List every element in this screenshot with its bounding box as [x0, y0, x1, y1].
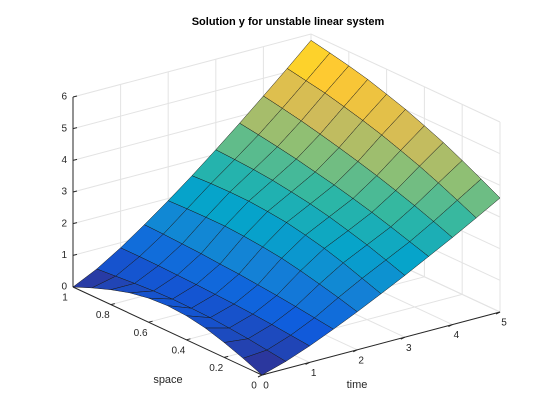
y-tick [110, 303, 115, 306]
z-tick-label: 5 [61, 123, 67, 134]
z-tick [72, 127, 78, 130]
x-tick [495, 311, 501, 315]
grid-line [72, 33, 501, 123]
z-tick-label: 3 [61, 187, 67, 198]
x-tick [305, 361, 310, 365]
y-tick [224, 355, 229, 358]
x-axis-label: time [347, 379, 368, 391]
y-axis-line [72, 286, 263, 376]
x-tick [448, 324, 453, 328]
y-tick-label: 0.2 [209, 363, 223, 374]
x-tick-label: 4 [454, 330, 460, 341]
chart-title: Solution y for unstable linear system [192, 16, 385, 28]
x-tick-label: 5 [501, 318, 507, 329]
x-tick [257, 374, 263, 378]
y-tick-label: 0.6 [134, 328, 148, 339]
z-tick-label: 1 [61, 250, 67, 261]
z-tick [72, 190, 78, 193]
x-tick-label: 1 [311, 368, 317, 379]
z-tick-label: 0 [61, 282, 67, 293]
x-tick-label: 0 [263, 381, 269, 392]
y-axis-label: space [153, 374, 182, 386]
y-tick [186, 338, 191, 341]
y-tick-label: 0.4 [171, 345, 185, 356]
y-tick [148, 320, 153, 323]
y-tick-label: 1 [62, 293, 68, 304]
z-tick-label: 6 [61, 92, 67, 103]
x-tick [400, 336, 406, 340]
z-tick-label: 4 [61, 155, 67, 166]
z-tick [72, 222, 78, 225]
y-tick-label: 0.8 [96, 310, 110, 321]
x-tick-label: 2 [358, 355, 364, 366]
z-tick [72, 158, 78, 161]
surface-patch [242, 349, 287, 376]
z-tick-label: 2 [61, 218, 67, 229]
x-tick [352, 349, 358, 353]
y-tick-label: 0 [251, 381, 257, 392]
x-tick-label: 3 [406, 343, 412, 354]
z-tick [72, 95, 78, 98]
z-tick [72, 253, 78, 256]
x-axis-line [261, 311, 501, 376]
